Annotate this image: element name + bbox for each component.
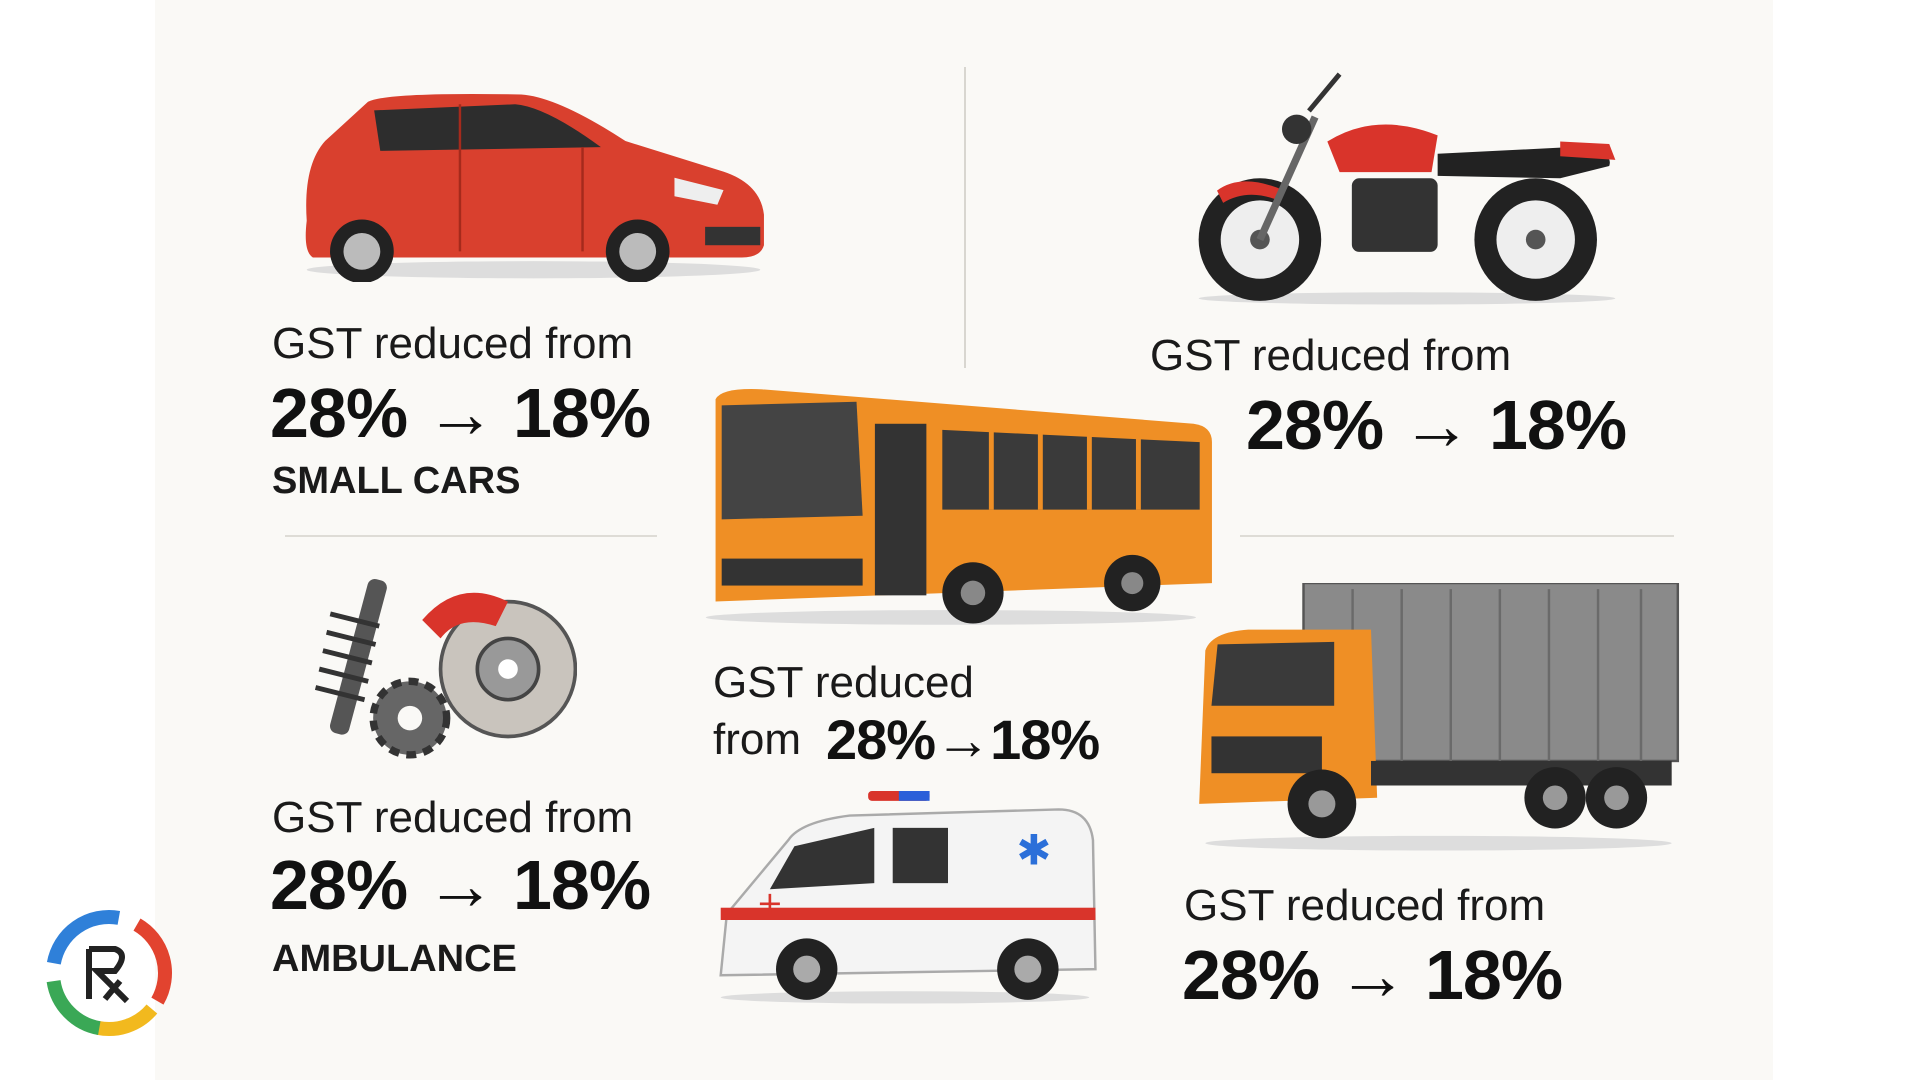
rate-change: 28% → 18%	[270, 846, 651, 924]
heading: GST reduced from	[1150, 331, 1512, 380]
truck-illustration	[1199, 583, 1680, 851]
bus-illustration	[705, 389, 1212, 625]
rate-change: 28%→18%	[826, 708, 1100, 771]
heading: GST reduced from	[272, 793, 634, 842]
heading-prefix: from	[713, 715, 801, 764]
heading: GST reduced from	[272, 319, 634, 368]
category-label: SMALL CARS	[272, 460, 521, 502]
logo	[45, 910, 172, 1036]
ambulance-illustration: ✱ +	[719, 791, 1097, 1004]
motorcycle-illustration	[1198, 72, 1616, 305]
auto-parts-illustration	[314, 578, 577, 759]
heading: GST reduced from	[1184, 881, 1546, 930]
car-illustration	[305, 93, 764, 282]
svg-text:✱: ✱	[1017, 826, 1052, 875]
category-label: AMBULANCE	[272, 938, 517, 980]
rate-change: 28% → 18%	[1182, 936, 1563, 1014]
rate-change: 28% → 18%	[270, 374, 651, 452]
svg-text:+: +	[756, 884, 783, 922]
heading: GST reduced	[713, 658, 974, 707]
rate-change: 28% → 18%	[1246, 386, 1627, 464]
